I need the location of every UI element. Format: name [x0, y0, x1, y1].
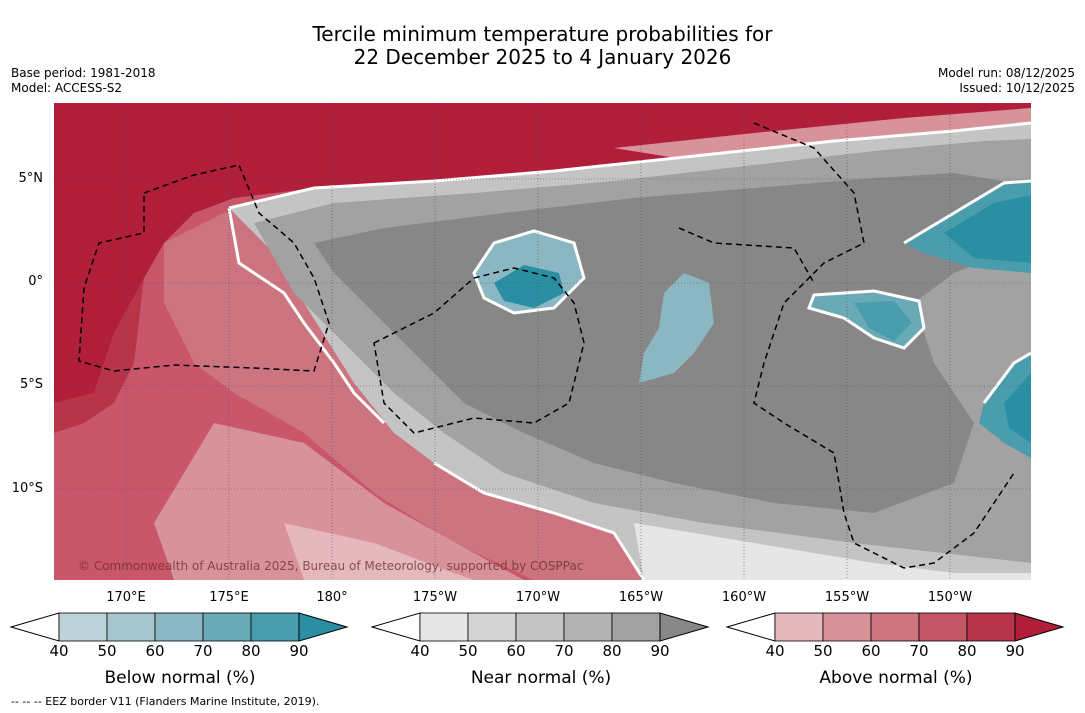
near-normal-light-band	[634, 523, 1031, 580]
colorbar-segment	[419, 612, 469, 642]
colorbar-tick-label: 90	[650, 642, 670, 660]
contour-west	[227, 207, 386, 425]
colorbar-segment	[822, 612, 872, 642]
colorbar-segment	[58, 612, 108, 642]
colorbar-tick-label: 50	[97, 642, 117, 660]
above-normal-strong-north	[54, 103, 1031, 403]
colorbar-below	[10, 612, 349, 642]
issued-date: Issued: 10/12/2025	[959, 81, 1075, 95]
colorbar-tick-label: 60	[145, 642, 165, 660]
eez-borders	[78, 122, 1015, 569]
model-run: Model run: 08/12/2025	[937, 66, 1075, 80]
colorbar-near-title: Near normal (%)	[470, 668, 612, 688]
eez-border-east	[753, 122, 1015, 569]
colorbar-segment	[611, 612, 661, 642]
colorbar-below-title: Below normal (%)	[104, 668, 256, 688]
colorbar-above-title: Above normal (%)	[819, 668, 973, 688]
colorbar-segment	[774, 612, 824, 642]
eez-border-west	[78, 164, 330, 372]
colorbar-segment	[870, 612, 920, 642]
lat-label-5n: 5°N	[18, 171, 44, 186]
eez-footer-note: -- -- -- EEZ border V11 (Flanders Marine…	[11, 695, 320, 708]
contour-east-blob	[807, 289, 926, 350]
base-period: Base period: 1981-2018	[11, 66, 156, 80]
colorbar-tick-label: 40	[410, 642, 430, 660]
colorbar-tick-label: 70	[193, 642, 213, 660]
lat-label-0: 0°	[28, 274, 43, 289]
contour-center-blob	[472, 229, 586, 315]
colorbar-tick-label: 70	[909, 642, 929, 660]
colorbar-segment	[515, 612, 565, 642]
colorbar-near	[371, 612, 710, 642]
contour-southeast	[982, 351, 1031, 404]
lon-label-180: 180°	[316, 590, 348, 605]
probability-map	[54, 103, 1031, 580]
lon-label-170w: 170°W	[515, 590, 561, 605]
above-normal-light-south	[154, 423, 524, 580]
colorbar-tick-label: 40	[765, 642, 785, 660]
colorbar-segment	[467, 612, 517, 642]
below-normal-northeast-core	[944, 195, 1031, 263]
colorbar-tick-label: 50	[458, 642, 478, 660]
colorbar-above	[726, 612, 1065, 642]
lon-label-175e: 175°E	[209, 590, 249, 605]
lon-label-155w: 155°W	[824, 590, 870, 605]
below-normal-southeast-core	[1004, 373, 1031, 443]
colorbar-tick-label: 70	[554, 642, 574, 660]
model-name: Model: ACCESS-S2	[11, 81, 123, 95]
chart-title-line1: Tercile minimum temperature probabilitie…	[312, 22, 773, 46]
colorbar-segment	[918, 612, 968, 642]
below-normal-east-center-core	[854, 301, 912, 341]
colorbar-tick-label: 80	[957, 642, 977, 660]
colorbar-tick-label: 90	[289, 642, 309, 660]
colorbar-tick-label: 90	[1005, 642, 1025, 660]
contour-north	[228, 121, 1031, 210]
colorbar-tick-label: 50	[813, 642, 833, 660]
colorbar-tick-label: 40	[49, 642, 69, 660]
contour-south	[433, 461, 646, 580]
lon-label-170e: 170°E	[106, 590, 146, 605]
colorbar-tick-label: 60	[861, 642, 881, 660]
below-normal-south-center	[639, 273, 714, 383]
contour-lines	[227, 121, 1031, 580]
lon-label-150w: 150°W	[927, 590, 973, 605]
colorbar-tick-label: 80	[602, 642, 622, 660]
graticule	[54, 103, 1031, 580]
copyright-notice: © Commonwealth of Australia 2025, Bureau…	[78, 559, 584, 573]
lon-label-165w: 165°W	[618, 590, 664, 605]
lat-label-5s: 5°S	[19, 377, 43, 392]
eez-border-center	[373, 267, 585, 434]
colorbar-segment	[202, 612, 252, 642]
lat-label-10s: 10°S	[11, 481, 43, 496]
above-normal-lightest-south	[284, 523, 474, 580]
colorbar-tick-label: 60	[506, 642, 526, 660]
chart-title-line2: 22 December 2025 to 4 January 2026	[353, 45, 732, 69]
lon-label-175w: 175°W	[412, 590, 458, 605]
colorbar-segment	[106, 612, 156, 642]
colorbar-tick-label: 80	[241, 642, 261, 660]
colorbar-segment	[250, 612, 300, 642]
colorbar-segment	[154, 612, 204, 642]
lon-label-160w: 160°W	[721, 590, 767, 605]
colorbar-segment	[966, 612, 1016, 642]
contour-northeast	[903, 179, 1031, 245]
above-normal-north-light-band	[614, 108, 1031, 161]
colorbar-segment	[563, 612, 613, 642]
